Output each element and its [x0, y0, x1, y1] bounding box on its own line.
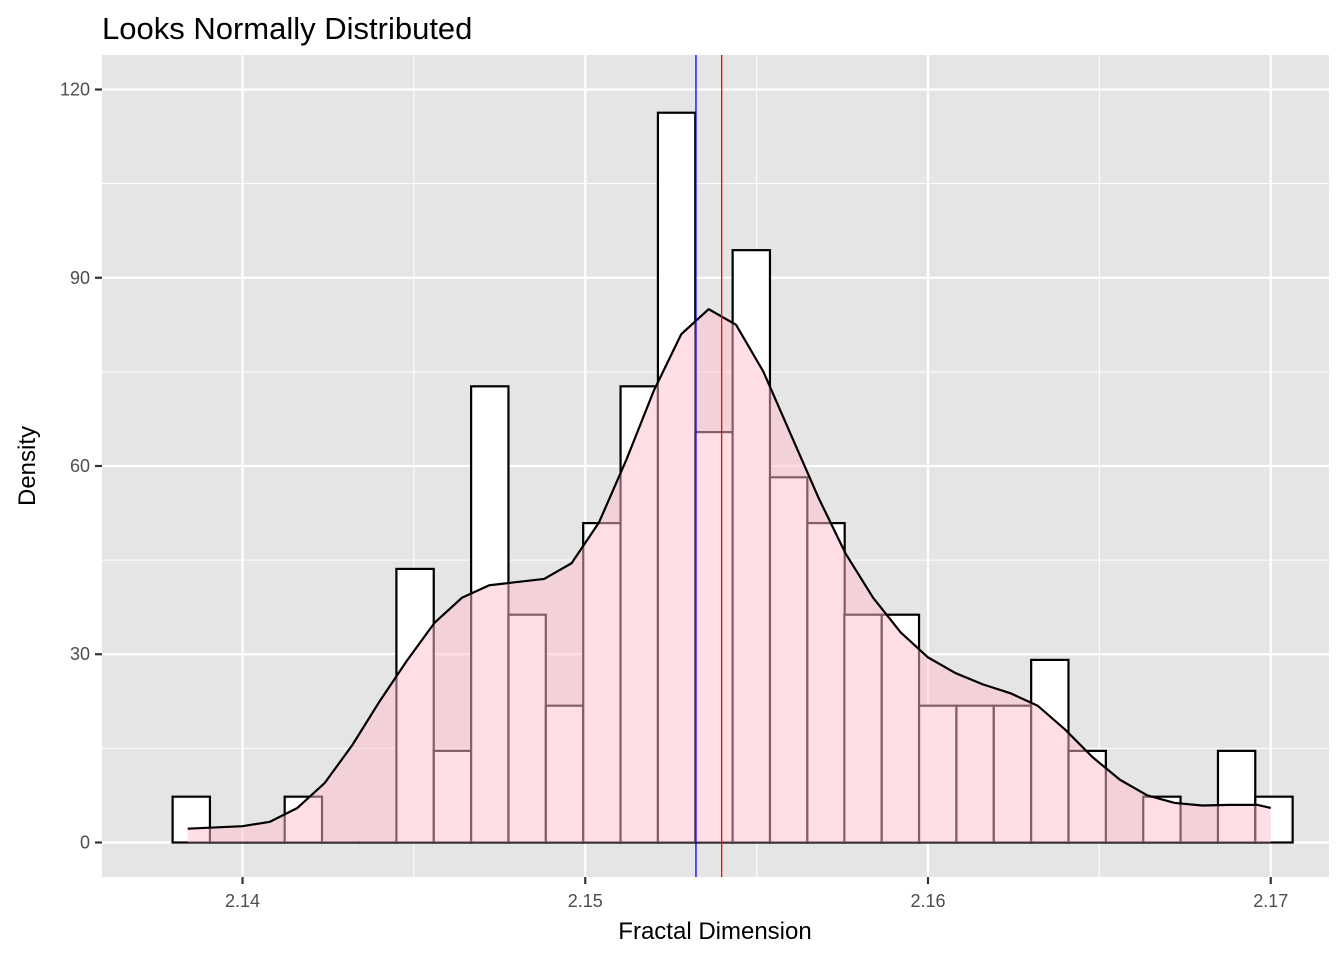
x-axis-title: Fractal Dimension: [618, 918, 811, 945]
y-tick-label: 60: [70, 456, 90, 476]
y-tick-label: 90: [70, 268, 90, 288]
x-tick-label: 2.14: [225, 891, 260, 911]
chart-title: Looks Normally Distributed: [102, 11, 472, 46]
reference-lines: [695, 55, 723, 877]
x-axis: 2.14 2.15 2.16 2.17: [225, 877, 1288, 911]
x-tick-label: 2.15: [568, 891, 603, 911]
y-tick-label: 120: [60, 80, 90, 100]
density-area: [187, 309, 1271, 843]
y-axis-title: Density: [14, 426, 41, 506]
y-axis: 0 30 60 90 120: [60, 80, 102, 852]
x-tick-label: 2.17: [1253, 891, 1288, 911]
x-tick-label: 2.16: [910, 891, 945, 911]
density-curve: [187, 308, 1271, 830]
density-curve-group: [187, 308, 1271, 843]
y-tick-label: 30: [70, 644, 90, 664]
y-tick-label: 0: [80, 832, 90, 852]
